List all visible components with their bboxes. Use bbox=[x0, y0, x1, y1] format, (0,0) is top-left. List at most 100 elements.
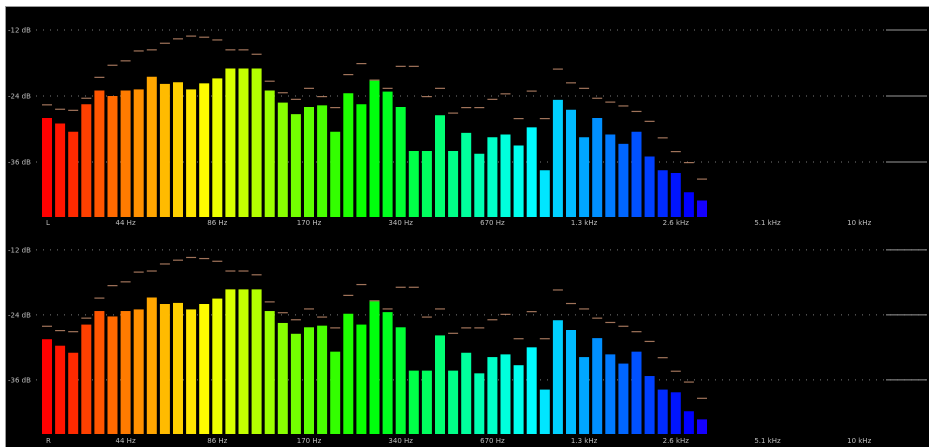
spectrum-bar bbox=[421, 151, 432, 217]
spectrum-bar bbox=[107, 96, 118, 217]
spectrum-bar bbox=[159, 304, 170, 434]
spectrum-bar bbox=[317, 325, 328, 434]
spectrum-bar bbox=[579, 137, 590, 217]
spectrum-bar bbox=[657, 170, 668, 217]
peak-marker bbox=[618, 105, 629, 107]
spectrum-bar bbox=[448, 370, 459, 434]
peak-marker bbox=[55, 108, 66, 110]
spectrum-bar bbox=[697, 200, 707, 217]
peak-marker bbox=[461, 107, 472, 109]
peak-marker bbox=[277, 312, 288, 314]
peak-marker bbox=[199, 257, 210, 260]
peak-marker bbox=[343, 74, 354, 76]
peak-marker bbox=[526, 90, 537, 92]
peak-marker bbox=[552, 68, 563, 70]
spectrum-bar bbox=[566, 330, 576, 434]
spectrum-bar bbox=[264, 90, 275, 217]
peak-marker bbox=[251, 53, 262, 55]
peak-marker bbox=[173, 259, 183, 261]
peak-marker bbox=[657, 357, 668, 359]
spectrum-bar bbox=[94, 311, 105, 434]
peak-marker bbox=[526, 311, 537, 313]
spectrum-bar bbox=[356, 324, 367, 434]
spectrum-bar bbox=[631, 131, 642, 217]
peak-marker bbox=[683, 381, 694, 383]
peak-marker bbox=[683, 162, 694, 164]
spectrum-bar bbox=[382, 312, 393, 434]
peak-marker bbox=[644, 120, 655, 122]
peak-marker bbox=[290, 98, 301, 100]
peak-marker bbox=[408, 286, 419, 288]
peak-marker bbox=[408, 65, 419, 67]
spectrum-bar bbox=[356, 104, 367, 217]
peak-marker bbox=[330, 107, 341, 109]
peak-marker bbox=[513, 338, 524, 340]
peak-marker bbox=[81, 97, 92, 99]
spectrum-bar bbox=[487, 357, 498, 434]
peak-marker bbox=[592, 317, 603, 319]
spectrum-bar bbox=[618, 143, 629, 217]
peak-marker bbox=[186, 256, 197, 259]
spectrum-bar bbox=[552, 320, 563, 434]
peak-marker bbox=[146, 270, 157, 272]
frequency-tick-label: 2.6 kHz bbox=[663, 219, 690, 227]
spectrum-bar bbox=[526, 347, 537, 434]
spectrum-bar bbox=[212, 298, 223, 434]
peak-marker bbox=[605, 101, 616, 103]
spectrum-bar bbox=[186, 89, 197, 217]
peak-marker bbox=[304, 308, 314, 310]
spectrum-bar bbox=[199, 304, 210, 434]
spectrum-bar bbox=[304, 107, 314, 217]
spectrum-bar bbox=[264, 311, 275, 434]
spectrum-bar bbox=[579, 357, 590, 434]
frequency-tick-label: 340 Hz bbox=[388, 437, 413, 445]
spectrum-bar bbox=[618, 363, 629, 434]
peak-marker bbox=[552, 289, 563, 291]
spectrum-bar bbox=[657, 389, 668, 434]
peak-marker bbox=[657, 137, 668, 139]
peak-marker bbox=[107, 285, 118, 287]
peak-marker bbox=[133, 271, 144, 273]
db-label: -12 dB bbox=[8, 246, 31, 254]
spectrum-bar bbox=[225, 289, 236, 434]
frequency-tick-label: 10 kHz bbox=[847, 219, 871, 227]
spectrum-bar bbox=[107, 316, 118, 434]
peak-marker bbox=[487, 319, 498, 321]
spectrum-bar bbox=[251, 289, 262, 434]
db-label: -36 dB bbox=[8, 159, 31, 167]
spectrum-bar bbox=[500, 354, 511, 434]
frequency-tick-label: 340 Hz bbox=[388, 219, 413, 227]
spectrum-bar bbox=[199, 83, 210, 217]
peak-marker bbox=[304, 87, 314, 89]
peak-marker bbox=[277, 92, 288, 94]
peak-marker bbox=[487, 98, 498, 100]
spectrum-bar bbox=[644, 376, 655, 434]
peak-marker bbox=[94, 297, 105, 299]
frequency-tick-label: 10 kHz bbox=[847, 437, 871, 445]
db-label: -12 dB bbox=[8, 27, 31, 35]
peak-marker bbox=[382, 308, 393, 310]
spectrum-bar bbox=[277, 322, 288, 434]
peak-marker bbox=[448, 332, 459, 334]
peak-marker bbox=[251, 274, 262, 276]
spectrum-bar bbox=[290, 114, 301, 217]
spectrum-bar bbox=[238, 68, 249, 217]
peak-marker bbox=[42, 104, 52, 106]
peak-marker bbox=[539, 338, 550, 340]
spectrum-bar bbox=[500, 134, 511, 217]
spectrum-bar bbox=[225, 68, 236, 217]
frequency-tick-label: 670 Hz bbox=[480, 219, 505, 227]
peak-marker bbox=[579, 87, 590, 89]
spectrum-bar bbox=[670, 173, 681, 217]
spectrum-bar bbox=[290, 333, 301, 434]
channel-label: L bbox=[46, 219, 50, 227]
spectrum-bar bbox=[133, 309, 144, 434]
peak-marker bbox=[605, 321, 616, 324]
peak-marker bbox=[120, 281, 131, 283]
spectrum-bar bbox=[408, 370, 419, 434]
peak-marker bbox=[356, 63, 367, 65]
spectrum-bar bbox=[435, 335, 445, 434]
spectrum-bar bbox=[487, 137, 498, 217]
peak-marker bbox=[42, 325, 52, 327]
spectrum-bar bbox=[369, 301, 380, 434]
